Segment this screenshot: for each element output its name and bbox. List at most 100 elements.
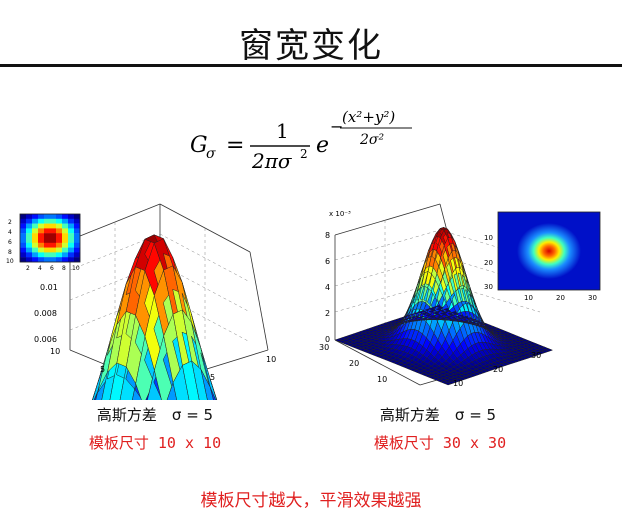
heatmap-cell	[32, 257, 39, 263]
heatmap-cell	[26, 233, 33, 239]
heatmap-cell	[20, 223, 27, 229]
gaussian-formula: G σ = 1 2πσ 2 e − (x²+y²) 2σ²	[190, 108, 412, 173]
heatmap-cell	[26, 242, 33, 248]
heatmap-cell	[26, 223, 33, 229]
right-inset-xtick-3: 30	[588, 294, 597, 302]
left-inset-ytick-2: 4	[8, 229, 12, 236]
left-inset-heatmap: 2 4 6 8 10 2 4 6 8 10	[6, 213, 81, 272]
formula-denominator: 2πσ	[251, 149, 293, 173]
heatmap-cell	[26, 257, 33, 263]
right-y-tick-1: 30	[319, 343, 329, 352]
heatmap-cell	[38, 247, 45, 253]
heatmap-cell	[26, 252, 33, 258]
heatmap-cell	[62, 218, 69, 224]
heatmap-cell	[32, 238, 39, 243]
left-z-tick-3: 0.006	[34, 335, 57, 344]
heatmap-cell	[62, 257, 69, 263]
heatmap-cell	[32, 228, 39, 234]
surface-patch	[191, 360, 208, 400]
heatmap-cell	[20, 214, 27, 219]
heatmap-cell	[68, 247, 75, 253]
heatmap-cell	[68, 218, 75, 224]
heatmap-cell	[44, 214, 51, 219]
right-z-tick-5: 0	[325, 335, 330, 344]
footer-conclusion: 模板尺寸越大，平滑效果越强	[200, 491, 422, 511]
right-caption-variance: 高斯方差 σ = 5	[379, 406, 497, 424]
heatmap-cell	[50, 257, 57, 263]
left-z-tick-1: 0.01	[40, 283, 58, 292]
heatmap-cell	[74, 223, 81, 229]
heatmap-cell	[68, 257, 75, 263]
right-z-tick-4: 2	[325, 309, 330, 318]
heatmap-cell	[44, 242, 51, 248]
left-inset-xtick-3: 6	[50, 265, 54, 272]
right-y-tick-3: 10	[377, 375, 387, 384]
right-inset-ytick-3: 30	[484, 283, 493, 291]
right-x-tick-2: 20	[493, 365, 503, 374]
heatmap-cell	[26, 228, 33, 234]
left-caption-size: 模板尺寸 10 x 10	[88, 434, 222, 452]
heatmap-cell	[38, 252, 45, 258]
heatmap-cell	[68, 252, 75, 258]
heatmap-cell	[32, 223, 39, 229]
heatmap-cell	[26, 247, 33, 253]
heatmap-cell	[38, 238, 45, 243]
heatmap-cell	[50, 252, 57, 258]
left-inset-xtick-1: 2	[26, 265, 30, 272]
heatmap-cell	[62, 242, 69, 248]
heatmap-cell	[68, 228, 75, 234]
heatmap-cell	[56, 218, 63, 224]
left-inset-frame	[19, 213, 81, 263]
formula-lhs-sub: σ	[206, 146, 216, 162]
surface-patch	[166, 381, 178, 400]
heatmap-cell	[44, 218, 51, 224]
heatmap-cell	[38, 218, 45, 224]
right-x-tick-1: 10	[453, 379, 463, 388]
heatmap-cell	[32, 233, 39, 239]
formula-lhs: G	[190, 133, 208, 158]
formula-exponent-den: 2σ²	[359, 132, 384, 148]
formula-exponent-num: (x²+y²)	[342, 108, 395, 126]
left-y-tick-1: 10	[50, 347, 60, 356]
heatmap-cell	[50, 223, 57, 229]
heatmap-cell	[56, 233, 63, 239]
surface-patch	[182, 360, 200, 400]
heatmap-cell	[56, 257, 63, 263]
left-x-tick-1: 5	[210, 373, 215, 382]
right-inset-ytick-1: 10	[484, 234, 493, 242]
heatmap-cell	[20, 257, 27, 263]
heatmap-cell	[74, 233, 81, 239]
right-x-tick-3: 30	[531, 351, 541, 360]
heatmap-cell	[62, 247, 69, 253]
heatmap-cell	[50, 242, 57, 248]
heatmap-cell	[68, 238, 75, 243]
heatmap-cell	[62, 214, 69, 219]
heatmap-cell	[20, 252, 27, 258]
formula-minus: −	[330, 117, 343, 136]
heatmap-cell	[38, 242, 45, 248]
left-inset-ytick-1: 2	[8, 219, 12, 226]
formula-base: e	[316, 133, 329, 158]
heatmap-cell	[74, 252, 81, 258]
heatmap-cell	[56, 214, 63, 219]
heatmap-cell	[20, 242, 27, 248]
left-inset-xtick-4: 8	[62, 265, 66, 272]
heatmap-cell	[44, 247, 51, 253]
surface-patch	[200, 369, 214, 400]
heatmap-cell	[56, 228, 63, 234]
right-inset-xtick-1: 10	[524, 294, 533, 302]
surface-patch	[209, 379, 218, 400]
heatmap-cell	[56, 223, 63, 229]
left-y-tick-2: 5	[100, 365, 105, 374]
heatmap-cell	[68, 223, 75, 229]
right-z-tick-3: 4	[325, 283, 330, 292]
left-inset-cells	[20, 214, 81, 263]
heatmap-cell	[20, 247, 27, 253]
heatmap-cell	[74, 238, 81, 243]
heatmap-cell	[20, 233, 27, 239]
surface-patch	[200, 348, 217, 400]
right-z-tick-2: 6	[325, 257, 330, 266]
left-inset-ytick-3: 6	[8, 239, 12, 246]
right-inset-xtick-2: 20	[556, 294, 565, 302]
heatmap-cell	[44, 228, 51, 234]
